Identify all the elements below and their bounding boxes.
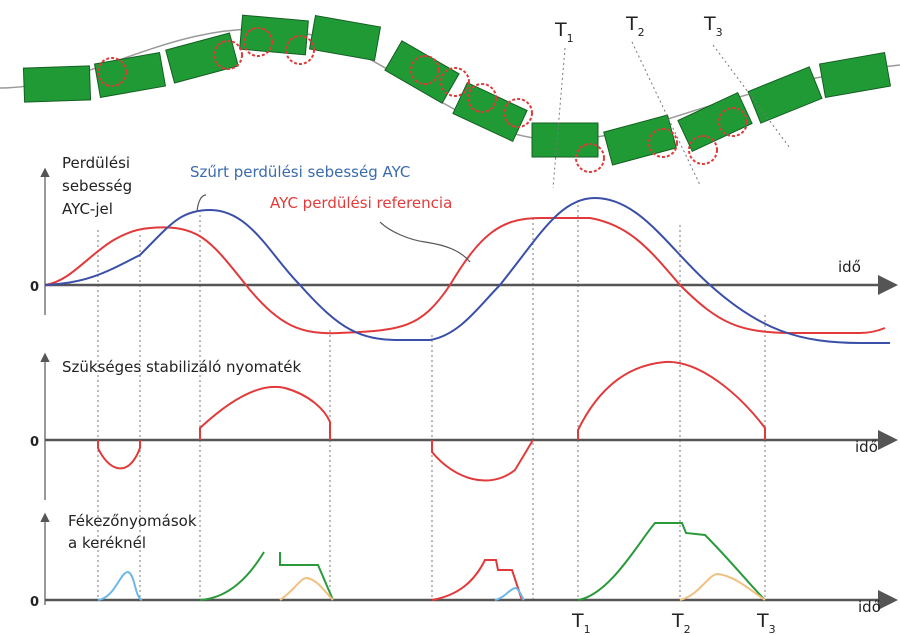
guide-lines [97, 200, 766, 600]
marker-lines [552, 41, 791, 189]
time-label: idő [838, 258, 861, 276]
marker-main: T [554, 19, 567, 41]
bottom-marker: T3 [756, 610, 776, 635]
torque-curves [97, 360, 766, 482]
zero-label: 0 [30, 280, 39, 295]
time-label: idő [855, 438, 878, 456]
axis-label: Perdülési [62, 154, 130, 172]
marker-sub: 1 [567, 32, 574, 45]
bottom-marker: T2 [671, 610, 691, 635]
time-label: idő [858, 598, 881, 616]
zero-label: 0 [30, 435, 39, 450]
top-marker: T1 [554, 19, 574, 45]
connector [379, 221, 471, 263]
top-marker: T2 [625, 13, 645, 39]
axis-label: Fékezőnyomások [68, 512, 197, 530]
filtered-curve [44, 196, 890, 344]
curve-label: Szűrt perdülési sebesség AYC [190, 163, 410, 181]
marker-main: T [625, 13, 638, 35]
marker-sub: 1 [584, 623, 591, 635]
axis-label: a keréknél [68, 534, 146, 552]
marker-sub: 2 [638, 26, 645, 39]
marker-sub: 2 [684, 623, 691, 635]
axis-label: Szükséges stabilizáló nyomaték [62, 358, 302, 376]
marker-sub: 3 [769, 623, 776, 635]
curve-label: AYC perdülési referencia [270, 194, 452, 212]
marker-main: T [756, 610, 769, 632]
axis-label: sebesség [62, 177, 132, 195]
reference-curve [44, 217, 886, 335]
bottom-marker: T1 [571, 610, 591, 635]
marker-main: T [703, 13, 716, 35]
marker-main: T [571, 610, 584, 632]
wheel-circles [97, 27, 748, 173]
axis-label: AYC-jel [62, 200, 113, 218]
cars [22, 14, 892, 166]
marker-main: T [671, 610, 684, 632]
marker-sub: 3 [716, 26, 723, 39]
zero-label: 0 [30, 595, 39, 610]
top-marker: T3 [703, 13, 723, 39]
connector [196, 194, 207, 213]
pressure-curves [97, 522, 766, 601]
